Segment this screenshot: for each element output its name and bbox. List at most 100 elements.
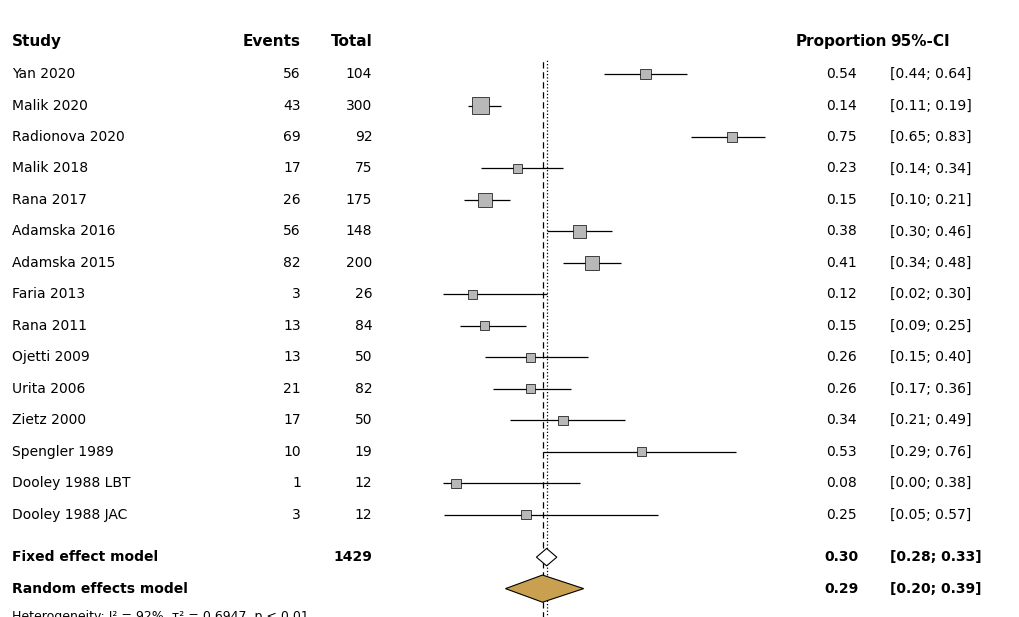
Text: 0.75: 0.75 [825,130,856,144]
Text: Heterogeneity: I² = 92%, τ² = 0.6947, p < 0.01: Heterogeneity: I² = 92%, τ² = 0.6947, p … [12,610,309,617]
Text: 0.14: 0.14 [825,99,856,112]
Text: 0.29: 0.29 [823,582,858,595]
Text: [0.28; 0.33]: [0.28; 0.33] [890,550,981,564]
Text: 10: 10 [283,445,301,458]
Text: [0.05; 0.57]: [0.05; 0.57] [890,508,971,521]
Text: 0.25: 0.25 [825,508,856,521]
Bar [472,97,489,114]
Text: [0.34; 0.48]: [0.34; 0.48] [890,256,971,270]
Text: 0.23: 0.23 [825,162,856,175]
Text: 82: 82 [283,256,301,270]
Text: [0.21; 0.49]: [0.21; 0.49] [890,413,971,427]
Text: 50: 50 [355,413,372,427]
Text: 175: 175 [345,193,372,207]
Text: Proportion: Proportion [795,34,887,49]
Text: 50: 50 [355,350,372,364]
Text: [0.17; 0.36]: [0.17; 0.36] [890,382,971,395]
Text: 43: 43 [283,99,301,112]
Bar [525,384,534,393]
Text: 82: 82 [355,382,372,395]
Text: 200: 200 [345,256,372,270]
Text: Zietz 2000: Zietz 2000 [12,413,87,427]
Text: Urita 2006: Urita 2006 [12,382,86,395]
Bar [521,510,530,519]
Text: 3: 3 [291,288,301,301]
Bar [640,69,650,79]
Text: 148: 148 [345,225,372,238]
Text: 0.54: 0.54 [825,67,856,81]
Bar [636,447,645,456]
Bar [558,416,568,424]
Text: [0.65; 0.83]: [0.65; 0.83] [890,130,971,144]
Text: 300: 300 [345,99,372,112]
Text: 104: 104 [345,67,372,81]
Text: 0.41: 0.41 [825,256,856,270]
Text: [0.15; 0.40]: [0.15; 0.40] [890,350,971,364]
Text: 75: 75 [355,162,372,175]
Text: 19: 19 [355,445,372,458]
Text: 0.34: 0.34 [825,413,856,427]
Text: 69: 69 [283,130,301,144]
Bar [513,164,522,173]
Text: [0.02; 0.30]: [0.02; 0.30] [890,288,971,301]
Text: 56: 56 [283,225,301,238]
Text: Rana 2011: Rana 2011 [12,319,88,333]
Text: 84: 84 [355,319,372,333]
Text: 0.12: 0.12 [825,288,856,301]
Bar [468,290,477,299]
Text: [0.00; 0.38]: [0.00; 0.38] [890,476,971,490]
Bar [584,255,598,270]
Text: 13: 13 [283,350,301,364]
Bar [478,193,491,207]
Text: Events: Events [243,34,301,49]
Text: Total: Total [330,34,372,49]
Text: Yan 2020: Yan 2020 [12,67,75,81]
Text: [0.10; 0.21]: [0.10; 0.21] [890,193,971,207]
Polygon shape [536,549,556,566]
Text: Malik 2018: Malik 2018 [12,162,89,175]
Bar [525,353,534,362]
Text: 26: 26 [355,288,372,301]
Text: 1: 1 [291,476,301,490]
Text: Random effects model: Random effects model [12,582,187,595]
Text: Adamska 2015: Adamska 2015 [12,256,115,270]
Text: Fixed effect model: Fixed effect model [12,550,158,564]
Text: [0.20; 0.39]: [0.20; 0.39] [890,582,981,595]
Bar [480,321,489,330]
Text: 12: 12 [355,508,372,521]
Text: Rana 2017: Rana 2017 [12,193,87,207]
Text: 3: 3 [291,508,301,521]
Text: 0.15: 0.15 [825,319,856,333]
Text: [0.44; 0.64]: [0.44; 0.64] [890,67,971,81]
Text: Radionova 2020: Radionova 2020 [12,130,125,144]
Bar [451,479,461,487]
Text: 17: 17 [283,413,301,427]
Text: [0.29; 0.76]: [0.29; 0.76] [890,445,971,458]
Text: Spengler 1989: Spengler 1989 [12,445,114,458]
Text: Dooley 1988 JAC: Dooley 1988 JAC [12,508,127,521]
Text: [0.30; 0.46]: [0.30; 0.46] [890,225,971,238]
Text: 17: 17 [283,162,301,175]
Text: Faria 2013: Faria 2013 [12,288,86,301]
Text: 56: 56 [283,67,301,81]
Text: Adamska 2016: Adamska 2016 [12,225,115,238]
Text: Ojetti 2009: Ojetti 2009 [12,350,90,364]
Text: 0.38: 0.38 [825,225,856,238]
Text: 95%-CI: 95%-CI [890,34,949,49]
Text: 0.26: 0.26 [825,350,856,364]
Text: 92: 92 [355,130,372,144]
Text: 0.15: 0.15 [825,193,856,207]
Text: 0.53: 0.53 [825,445,856,458]
Text: 0.08: 0.08 [825,476,856,490]
Text: 13: 13 [283,319,301,333]
Polygon shape [505,575,583,602]
Text: 12: 12 [355,476,372,490]
Text: Dooley 1988 LBT: Dooley 1988 LBT [12,476,130,490]
Text: Malik 2020: Malik 2020 [12,99,88,112]
Text: 0.26: 0.26 [825,382,856,395]
Bar [727,132,736,142]
Text: [0.09; 0.25]: [0.09; 0.25] [890,319,971,333]
Text: 0.30: 0.30 [823,550,858,564]
Text: [0.11; 0.19]: [0.11; 0.19] [890,99,971,112]
Text: Study: Study [12,34,62,49]
